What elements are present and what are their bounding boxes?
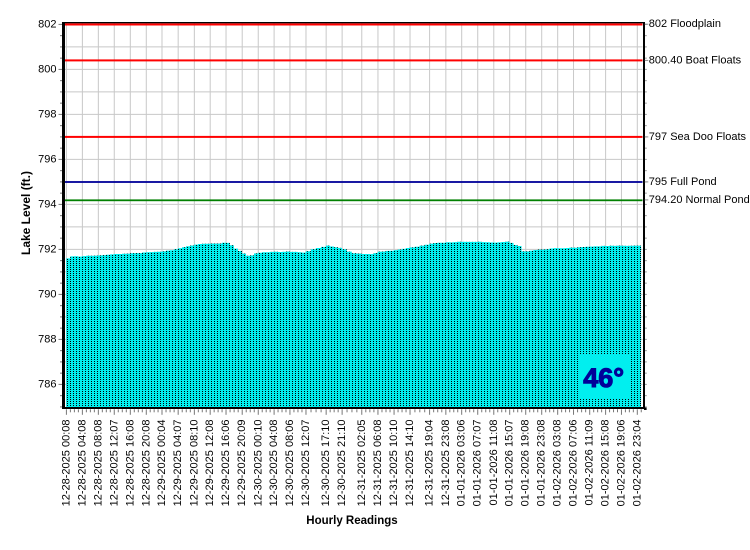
svg-text:12-31-2025 06:08: 12-31-2025 06:08 [372, 420, 384, 507]
svg-text:802: 802 [38, 18, 56, 30]
svg-text:01-01-2026 19:08: 01-01-2026 19:08 [520, 420, 532, 507]
svg-text:01-01-2026 03:06: 01-01-2026 03:06 [456, 420, 468, 507]
svg-text:788: 788 [38, 333, 56, 345]
svg-text:12-30-2025 08:06: 12-30-2025 08:06 [284, 420, 296, 507]
svg-text:794.20 Normal Pond: 794.20 Normal Pond [649, 194, 750, 206]
svg-text:12-31-2025 10:10: 12-31-2025 10:10 [388, 420, 400, 507]
svg-text:12-29-2025 00:04: 12-29-2025 00:04 [156, 420, 168, 507]
svg-text:12-28-2025 08:08: 12-28-2025 08:08 [92, 420, 104, 507]
svg-text:12-28-2025 04:08: 12-28-2025 04:08 [76, 420, 88, 507]
svg-text:12-30-2025 00:10: 12-30-2025 00:10 [252, 420, 264, 507]
svg-text:797 Sea Doo Floats: 797 Sea Doo Floats [649, 131, 747, 143]
svg-text:12-28-2025 00:08: 12-28-2025 00:08 [60, 420, 72, 507]
svg-text:46°: 46° [583, 363, 624, 393]
svg-text:01-02-2026 11:09: 01-02-2026 11:09 [584, 420, 596, 506]
svg-text:01-01-2026 07:07: 01-01-2026 07:07 [472, 420, 484, 507]
svg-text:12-30-2025 12:07: 12-30-2025 12:07 [300, 420, 312, 507]
svg-text:01-02-2026 03:08: 01-02-2026 03:08 [552, 420, 564, 507]
svg-text:790: 790 [38, 288, 56, 300]
svg-text:01-01-2026 11:08: 01-01-2026 11:08 [488, 420, 500, 506]
svg-text:12-28-2025 20:08: 12-28-2025 20:08 [140, 420, 152, 507]
svg-text:800.40 Boat Floats: 800.40 Boat Floats [649, 54, 742, 66]
svg-text:12-30-2025 17:10: 12-30-2025 17:10 [320, 420, 332, 507]
svg-text:Lake Level (ft.): Lake Level (ft.) [19, 171, 33, 255]
svg-text:12-28-2025 16:08: 12-28-2025 16:08 [124, 420, 136, 507]
svg-text:12-31-2025 02:05: 12-31-2025 02:05 [356, 420, 368, 507]
svg-text:12-31-2025 23:08: 12-31-2025 23:08 [440, 420, 452, 507]
svg-text:12-31-2025 14:10: 12-31-2025 14:10 [404, 420, 416, 507]
svg-text:794: 794 [38, 198, 56, 210]
svg-text:12-29-2025 16:06: 12-29-2025 16:06 [220, 420, 232, 507]
svg-text:12-29-2025 04:07: 12-29-2025 04:07 [172, 420, 184, 507]
svg-text:12-29-2025 08:10: 12-29-2025 08:10 [188, 420, 200, 507]
svg-text:01-02-2026 15:08: 01-02-2026 15:08 [600, 420, 612, 507]
svg-text:800: 800 [38, 63, 56, 75]
svg-text:01-01-2026 23:08: 01-01-2026 23:08 [536, 420, 548, 507]
svg-text:12-30-2025 21:10: 12-30-2025 21:10 [336, 420, 348, 507]
svg-text:792: 792 [38, 243, 56, 255]
svg-text:12-29-2025 20:09: 12-29-2025 20:09 [236, 420, 248, 507]
svg-text:Hourly Readings: Hourly Readings [306, 515, 397, 527]
svg-text:802 Floodplain: 802 Floodplain [649, 18, 721, 30]
svg-text:798: 798 [38, 108, 56, 120]
svg-text:12-30-2025 04:08: 12-30-2025 04:08 [268, 420, 280, 507]
svg-text:01-02-2026 07:06: 01-02-2026 07:06 [568, 420, 580, 507]
svg-text:12-31-2025 19:04: 12-31-2025 19:04 [424, 420, 436, 507]
svg-text:01-01-2026 15:07: 01-01-2026 15:07 [504, 420, 516, 507]
svg-text:12-29-2025 12:08: 12-29-2025 12:08 [204, 420, 216, 507]
svg-text:786: 786 [38, 378, 56, 390]
svg-text:01-02-2026 23:04: 01-02-2026 23:04 [631, 420, 643, 507]
svg-text:795 Full Pond: 795 Full Pond [649, 176, 717, 188]
svg-text:796: 796 [38, 153, 56, 165]
svg-text:12-28-2025 12:07: 12-28-2025 12:07 [108, 420, 120, 507]
svg-text:01-02-2026 19:06: 01-02-2026 19:06 [615, 420, 627, 507]
